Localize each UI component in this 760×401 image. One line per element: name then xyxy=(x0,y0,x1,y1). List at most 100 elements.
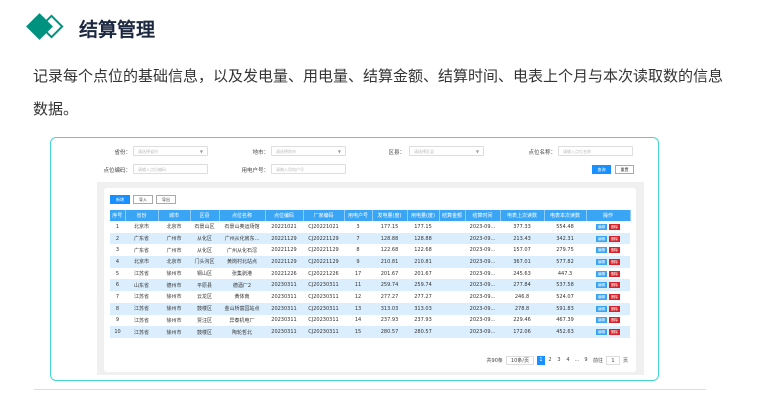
district-label: 区县： xyxy=(388,150,405,156)
edit-button[interactable]: 编辑 xyxy=(596,305,607,312)
table-cell: 5 xyxy=(115,270,120,277)
site-code-input[interactable]: 请输入点位编码 xyxy=(133,164,208,174)
edit-button[interactable]: 编辑 xyxy=(596,282,607,289)
account-label: 用电户号： xyxy=(241,168,269,174)
delete-button[interactable]: 删除 xyxy=(609,305,620,312)
table-cell: 2023-09... xyxy=(469,293,496,300)
table-cell xyxy=(439,221,465,233)
table-cell: 342.31 xyxy=(544,232,586,245)
table-cell: 2023-09... xyxy=(465,302,500,315)
edit-button[interactable]: 编辑 xyxy=(596,247,607,254)
table-cell: CJ20221021 xyxy=(308,223,339,230)
page-button[interactable]: 2 xyxy=(548,357,552,363)
column-header: 结算金额 xyxy=(439,210,466,221)
table-row: 9 江苏省 徐州市 贾汪区 异泰机电厂 20230311 CJ20230311 14 237.9… xyxy=(110,315,630,327)
screenshot-frame: 省份： 请选择省份 ▼ 地市： 请选择地市 ▼ 区县： 请选择区县 ▼ 点位名称： 请… xyxy=(50,137,659,381)
table-cell: 金山桥富园站点 xyxy=(219,302,265,315)
add-button[interactable]: 新增 xyxy=(110,195,130,204)
page-button[interactable]: 9 xyxy=(584,357,588,363)
table-cell: 20230311 xyxy=(265,326,303,338)
column-header: 电表本次读数 xyxy=(544,210,587,221)
edit-button[interactable]: 编辑 xyxy=(596,235,607,242)
page-button[interactable]: 1 xyxy=(536,356,545,365)
table-cell: CJ20221129 xyxy=(308,247,339,254)
table-cell xyxy=(439,232,465,245)
table-cell xyxy=(439,256,465,268)
table-cell: 江苏省 xyxy=(133,317,149,324)
goto-input[interactable]: 1 xyxy=(605,356,620,365)
table-cell: 172.06 xyxy=(500,326,544,338)
delete-button[interactable]: 删除 xyxy=(609,270,620,277)
edit-button[interactable]: 编辑 xyxy=(596,317,607,324)
table-cell: 2023-09... xyxy=(469,270,496,277)
delete-button[interactable]: 删除 xyxy=(609,247,620,254)
delete-button[interactable]: 删除 xyxy=(609,329,620,336)
column-header: 序号 xyxy=(110,210,126,221)
page-button[interactable]: 3 xyxy=(557,357,561,363)
district-select[interactable]: 请选择区县 ▼ xyxy=(409,146,484,156)
table-cell: 2 xyxy=(110,232,125,245)
table-cell: 2023-09... xyxy=(469,223,496,230)
delete-button[interactable]: 删除 xyxy=(609,223,620,230)
import-button[interactable]: 导入 xyxy=(133,195,153,204)
table-cell: 徐州市 xyxy=(166,317,182,324)
query-button[interactable]: 查询 xyxy=(592,165,611,174)
table-cell: 3 xyxy=(356,223,360,230)
edit-button[interactable]: 编辑 xyxy=(596,293,607,300)
province-select[interactable]: 请选择省份 ▼ xyxy=(133,146,208,156)
table-cell: 4 xyxy=(110,256,125,268)
edit-button[interactable]: 编辑 xyxy=(596,329,607,336)
delete-button[interactable]: 删除 xyxy=(609,258,620,265)
page-unit: 页 xyxy=(622,358,628,364)
actions-cell: 编辑 删除 xyxy=(586,256,630,268)
table-cell: CJ20221129 xyxy=(303,232,344,245)
delete-button[interactable]: 删除 xyxy=(609,235,620,242)
table-cell: 245.63 xyxy=(513,270,531,277)
column-header: 厂家编码 xyxy=(303,210,345,221)
table-cell: 201.67 xyxy=(414,270,432,277)
table-cell: 20221129 xyxy=(265,256,303,268)
table-cell: 128.88 xyxy=(372,232,407,245)
province-placeholder: 请选择省份 xyxy=(138,149,158,154)
table-cell: 313.03 xyxy=(372,302,407,315)
edit-button[interactable]: 编辑 xyxy=(596,270,607,277)
diamond-logo-icon xyxy=(26,13,67,42)
account-input[interactable]: 请输入用电户号 xyxy=(271,164,346,174)
export-button[interactable]: 导出 xyxy=(156,195,176,204)
table-row: 6 山东省 德州市 平原县 德酒厂2 20230311 CJ20230311 11 259.74… xyxy=(110,279,630,292)
page-size-select[interactable]: 10条/页 xyxy=(505,356,534,365)
table-row: 8 江苏省 徐州市 鼓楼区 金山桥富园站点 20230311 CJ20230311 13 313… xyxy=(110,302,630,315)
content-panel: 新增 导入 导出 序号 省份 城市 区县 点位名称 点位编码 厂家编码 用电户号 发电量(度) 用… xyxy=(97,182,644,375)
site-name-label: 点位名称： xyxy=(528,150,556,156)
page-list: 1 2 3 4... 9 xyxy=(536,356,590,365)
table-cell: 277.84 xyxy=(500,279,544,292)
total-count: 共90条 xyxy=(486,358,503,364)
table-cell: 278.8 xyxy=(500,302,544,315)
table-cell: CJ20230311 xyxy=(303,326,344,338)
table-cell: 20221226 xyxy=(271,270,297,277)
table-cell: 7 xyxy=(115,293,120,300)
divider xyxy=(34,389,706,390)
table-cell: 平原县 xyxy=(190,279,219,292)
table-cell: 1 xyxy=(115,223,120,230)
table-row: 2 广东省 广州市 从化区 广州从化房东... 20221129 CJ20221129 7 12… xyxy=(110,232,630,245)
city-select[interactable]: 请选择地市 ▼ xyxy=(271,146,346,156)
page-description: 记录每个点位的基础信息，以及发电量、用电量、结算金额、结算时间、电表上个月与本次… xyxy=(33,67,724,118)
delete-button[interactable]: 删除 xyxy=(609,282,620,289)
site-name-input[interactable]: 请输入点位名称 xyxy=(558,146,633,156)
table-cell: 山东省 xyxy=(125,279,158,292)
page-button[interactable]: 4 xyxy=(566,357,570,363)
page-button[interactable]: ... xyxy=(574,357,580,363)
table-cell: 20230311 xyxy=(271,317,297,324)
column-header: 操作 xyxy=(586,210,631,221)
delete-button[interactable]: 删除 xyxy=(609,317,620,324)
column-header: 点位名称 xyxy=(219,210,266,221)
reset-button[interactable]: 重置 xyxy=(615,165,634,174)
table-cell: 12 xyxy=(354,293,362,300)
delete-button[interactable]: 删除 xyxy=(609,293,620,300)
table-cell: 江苏省 xyxy=(125,302,158,315)
table-cell: 367.01 xyxy=(500,256,544,268)
table-cell: 20221129 xyxy=(265,232,303,245)
edit-button[interactable]: 编辑 xyxy=(596,258,607,265)
edit-button[interactable]: 编辑 xyxy=(596,223,607,230)
